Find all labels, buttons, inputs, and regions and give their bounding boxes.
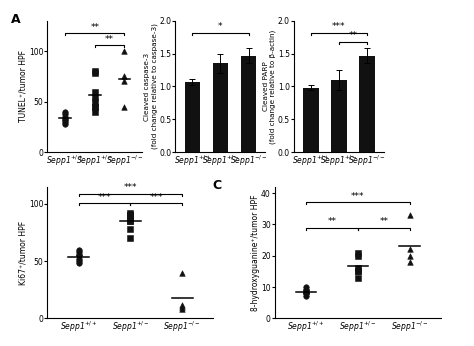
Point (406, 259, 413, 265)
Bar (303, 88, 319, 152)
Point (75, 247, 82, 253)
Point (91, 104, 99, 109)
Point (120, 79, 128, 84)
Y-axis label: Cleaved caspase-3
(fold change relative to caspase-3): Cleaved caspase-3 (fold change relative … (144, 24, 158, 149)
Point (127, 218, 134, 224)
Point (127, 213, 134, 218)
Point (62, 114, 69, 120)
Point (127, 218, 134, 224)
Point (354, 268, 362, 274)
Point (302, 288, 310, 293)
Point (302, 291, 310, 296)
Point (91, 104, 99, 109)
Y-axis label: Ki67⁺/tumor HPF: Ki67⁺/tumor HPF (18, 220, 27, 285)
Point (91, 89, 99, 94)
Point (127, 226, 134, 232)
Point (406, 247, 413, 252)
Point (91, 94, 99, 99)
Text: C: C (212, 179, 221, 192)
Text: ***: *** (332, 22, 346, 31)
Point (75, 258, 82, 264)
Text: **: ** (379, 217, 388, 226)
Text: **: ** (348, 31, 357, 40)
Point (75, 261, 82, 266)
Y-axis label: TUNEL⁺/tumor HPF: TUNEL⁺/tumor HPF (18, 51, 27, 122)
Point (62, 116, 69, 122)
Point (120, 74, 128, 79)
Point (62, 121, 69, 127)
Point (62, 119, 69, 125)
Point (354, 275, 362, 280)
Y-axis label: Cleaved PARP
(fold change relative to β-actin): Cleaved PARP (fold change relative to β-… (263, 29, 276, 144)
Point (91, 69, 99, 74)
Point (75, 253, 82, 258)
Bar (241, 56, 256, 152)
Text: A: A (11, 13, 21, 26)
Point (120, 104, 128, 109)
Point (302, 288, 310, 293)
Text: ***: *** (124, 183, 137, 192)
Text: **: ** (328, 217, 337, 226)
Point (354, 268, 362, 274)
Point (75, 253, 82, 258)
Point (62, 111, 69, 117)
Point (127, 210, 134, 216)
Point (127, 213, 134, 218)
Point (178, 307, 186, 312)
Point (354, 250, 362, 255)
Point (62, 117, 69, 122)
Y-axis label: 8-hydroxyguanine⁺/tumor HPF: 8-hydroxyguanine⁺/tumor HPF (251, 194, 260, 311)
Point (91, 109, 99, 115)
Point (178, 302, 186, 307)
Bar (359, 56, 375, 152)
Point (91, 99, 99, 104)
Bar (184, 82, 200, 152)
Point (406, 212, 413, 218)
Point (91, 71, 99, 76)
Point (75, 249, 82, 255)
Text: ***: *** (149, 192, 163, 201)
Text: ***: *** (351, 192, 365, 201)
Point (178, 304, 186, 310)
Point (406, 253, 413, 258)
Text: ***: *** (98, 192, 111, 201)
Point (127, 215, 134, 220)
Point (178, 270, 186, 275)
Text: **: ** (91, 22, 99, 31)
Text: **: ** (105, 35, 114, 44)
Text: *: * (218, 22, 223, 31)
Point (354, 265, 362, 271)
Point (302, 284, 310, 290)
Point (354, 253, 362, 258)
Point (62, 109, 69, 115)
Point (127, 236, 134, 241)
Bar (213, 64, 228, 152)
Point (302, 291, 310, 296)
Point (302, 291, 310, 296)
Point (75, 256, 82, 262)
Bar (331, 80, 346, 152)
Point (120, 48, 128, 54)
Point (302, 294, 310, 299)
